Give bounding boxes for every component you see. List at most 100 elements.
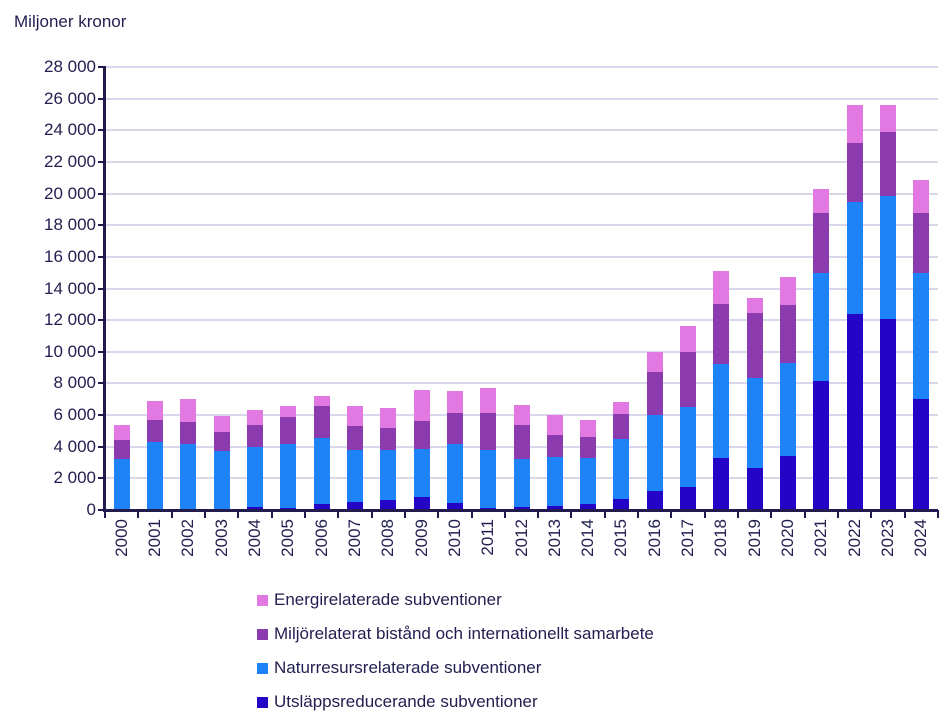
bar-segment xyxy=(413,389,430,422)
x-axis-label: 2001 xyxy=(144,519,164,557)
x-axis-tick xyxy=(803,510,806,518)
bar-segment xyxy=(813,213,830,274)
legend-swatch-icon xyxy=(257,628,268,640)
gridline xyxy=(105,97,938,100)
bar-segment xyxy=(846,142,863,203)
legend-label: Energirelaterade subventioner xyxy=(274,590,502,609)
y-axis-label: 14 000 xyxy=(44,278,96,298)
x-axis-tick xyxy=(870,510,873,518)
x-axis-label: 2016 xyxy=(644,519,664,557)
x-axis-tick xyxy=(503,510,506,518)
bar-segment xyxy=(246,424,263,447)
x-axis-label: 2013 xyxy=(544,519,564,557)
bar-segment xyxy=(446,390,463,414)
x-axis-label: 2022 xyxy=(844,519,864,557)
bar-segment xyxy=(180,443,197,510)
y-axis-label: 18 000 xyxy=(44,215,96,235)
bar-segment xyxy=(746,297,763,313)
legend-item-utslappsreducerande: Utsläppsreducerande subventioner xyxy=(257,692,654,712)
x-axis-tick xyxy=(737,510,740,518)
x-axis-label: 2014 xyxy=(578,519,598,557)
y-axis-tick xyxy=(98,319,105,322)
bar-segment xyxy=(646,415,663,491)
bar-segment xyxy=(913,180,930,214)
bar-segment xyxy=(346,449,363,503)
bar-segment xyxy=(480,388,497,414)
y-axis-label: 12 000 xyxy=(44,310,96,330)
gridline xyxy=(105,224,938,227)
bar-segment xyxy=(580,503,597,510)
bar-segment xyxy=(880,319,897,510)
bar-segment xyxy=(813,188,830,214)
y-axis-tick xyxy=(98,382,105,385)
bar-segment xyxy=(846,313,863,510)
x-axis-label: 2006 xyxy=(311,519,331,557)
x-axis-tick xyxy=(370,510,373,518)
bar-segment xyxy=(546,434,563,457)
y-axis-label: 2 000 xyxy=(53,468,96,488)
bar-segment xyxy=(913,273,930,400)
x-axis-label: 2011 xyxy=(478,519,498,556)
x-axis-tick xyxy=(603,510,606,518)
x-axis-label: 2009 xyxy=(411,519,431,557)
bar-segment xyxy=(746,468,763,510)
bar-segment xyxy=(213,415,230,433)
x-axis-tick xyxy=(770,510,773,518)
y-axis-label: 6 000 xyxy=(53,405,96,425)
x-axis-tick xyxy=(570,510,573,518)
bar-segment xyxy=(913,399,930,510)
bar-segment xyxy=(280,443,297,509)
bar-segment xyxy=(713,271,730,305)
bar-segment xyxy=(513,425,530,459)
y-axis-label: 0 xyxy=(86,500,96,519)
y-axis-tick xyxy=(98,66,105,68)
y-axis-tick xyxy=(98,129,105,132)
bar-segment xyxy=(346,502,363,510)
legend-label: Miljörelaterat bistånd och internationel… xyxy=(274,624,654,643)
y-axis-label: 4 000 xyxy=(53,436,96,456)
bar-segment xyxy=(446,444,463,503)
bar-segment xyxy=(413,497,430,510)
chart-title: Miljoner kronor xyxy=(14,12,127,31)
bar-segment xyxy=(546,415,563,435)
gridline xyxy=(105,192,938,195)
bar-segment xyxy=(246,410,263,425)
bar-segment xyxy=(846,104,863,143)
y-axis-tick xyxy=(98,287,105,290)
gridline xyxy=(105,287,938,290)
y-axis-label: 16 000 xyxy=(44,246,96,266)
bar-segment xyxy=(613,414,630,439)
bar-segment xyxy=(646,491,663,510)
y-axis-label: 26 000 xyxy=(44,88,96,108)
bar-segment xyxy=(880,104,897,132)
x-axis-label: 2008 xyxy=(378,519,398,557)
bar-segment xyxy=(513,404,530,426)
y-axis-line xyxy=(103,66,106,511)
legend-swatch-icon xyxy=(257,662,268,674)
y-axis-tick xyxy=(98,224,105,227)
bar-segment xyxy=(880,131,897,196)
bar-segment xyxy=(380,427,397,450)
x-axis-tick xyxy=(937,510,939,518)
bar-segment xyxy=(113,458,130,510)
x-axis-tick xyxy=(137,510,140,518)
bar-segment xyxy=(680,407,697,488)
bar-segment xyxy=(580,457,597,504)
x-axis-label: 2015 xyxy=(611,519,631,557)
bar-segment xyxy=(446,502,463,510)
gridline xyxy=(105,382,938,385)
x-axis-label: 2024 xyxy=(911,519,931,557)
x-axis-tick xyxy=(903,510,906,518)
bar-segment xyxy=(746,313,763,378)
x-axis-label: 2020 xyxy=(778,519,798,557)
bar-segment xyxy=(280,416,297,444)
x-axis-label: 2010 xyxy=(444,519,464,557)
x-axis-tick xyxy=(837,510,840,518)
bar-segment xyxy=(580,437,597,458)
x-axis-label: 2019 xyxy=(744,519,764,557)
legend-label: Naturresursrelaterade subventioner xyxy=(274,658,542,677)
x-axis-tick xyxy=(337,510,340,518)
bar-segment xyxy=(113,424,130,441)
x-axis-tick xyxy=(403,510,406,518)
